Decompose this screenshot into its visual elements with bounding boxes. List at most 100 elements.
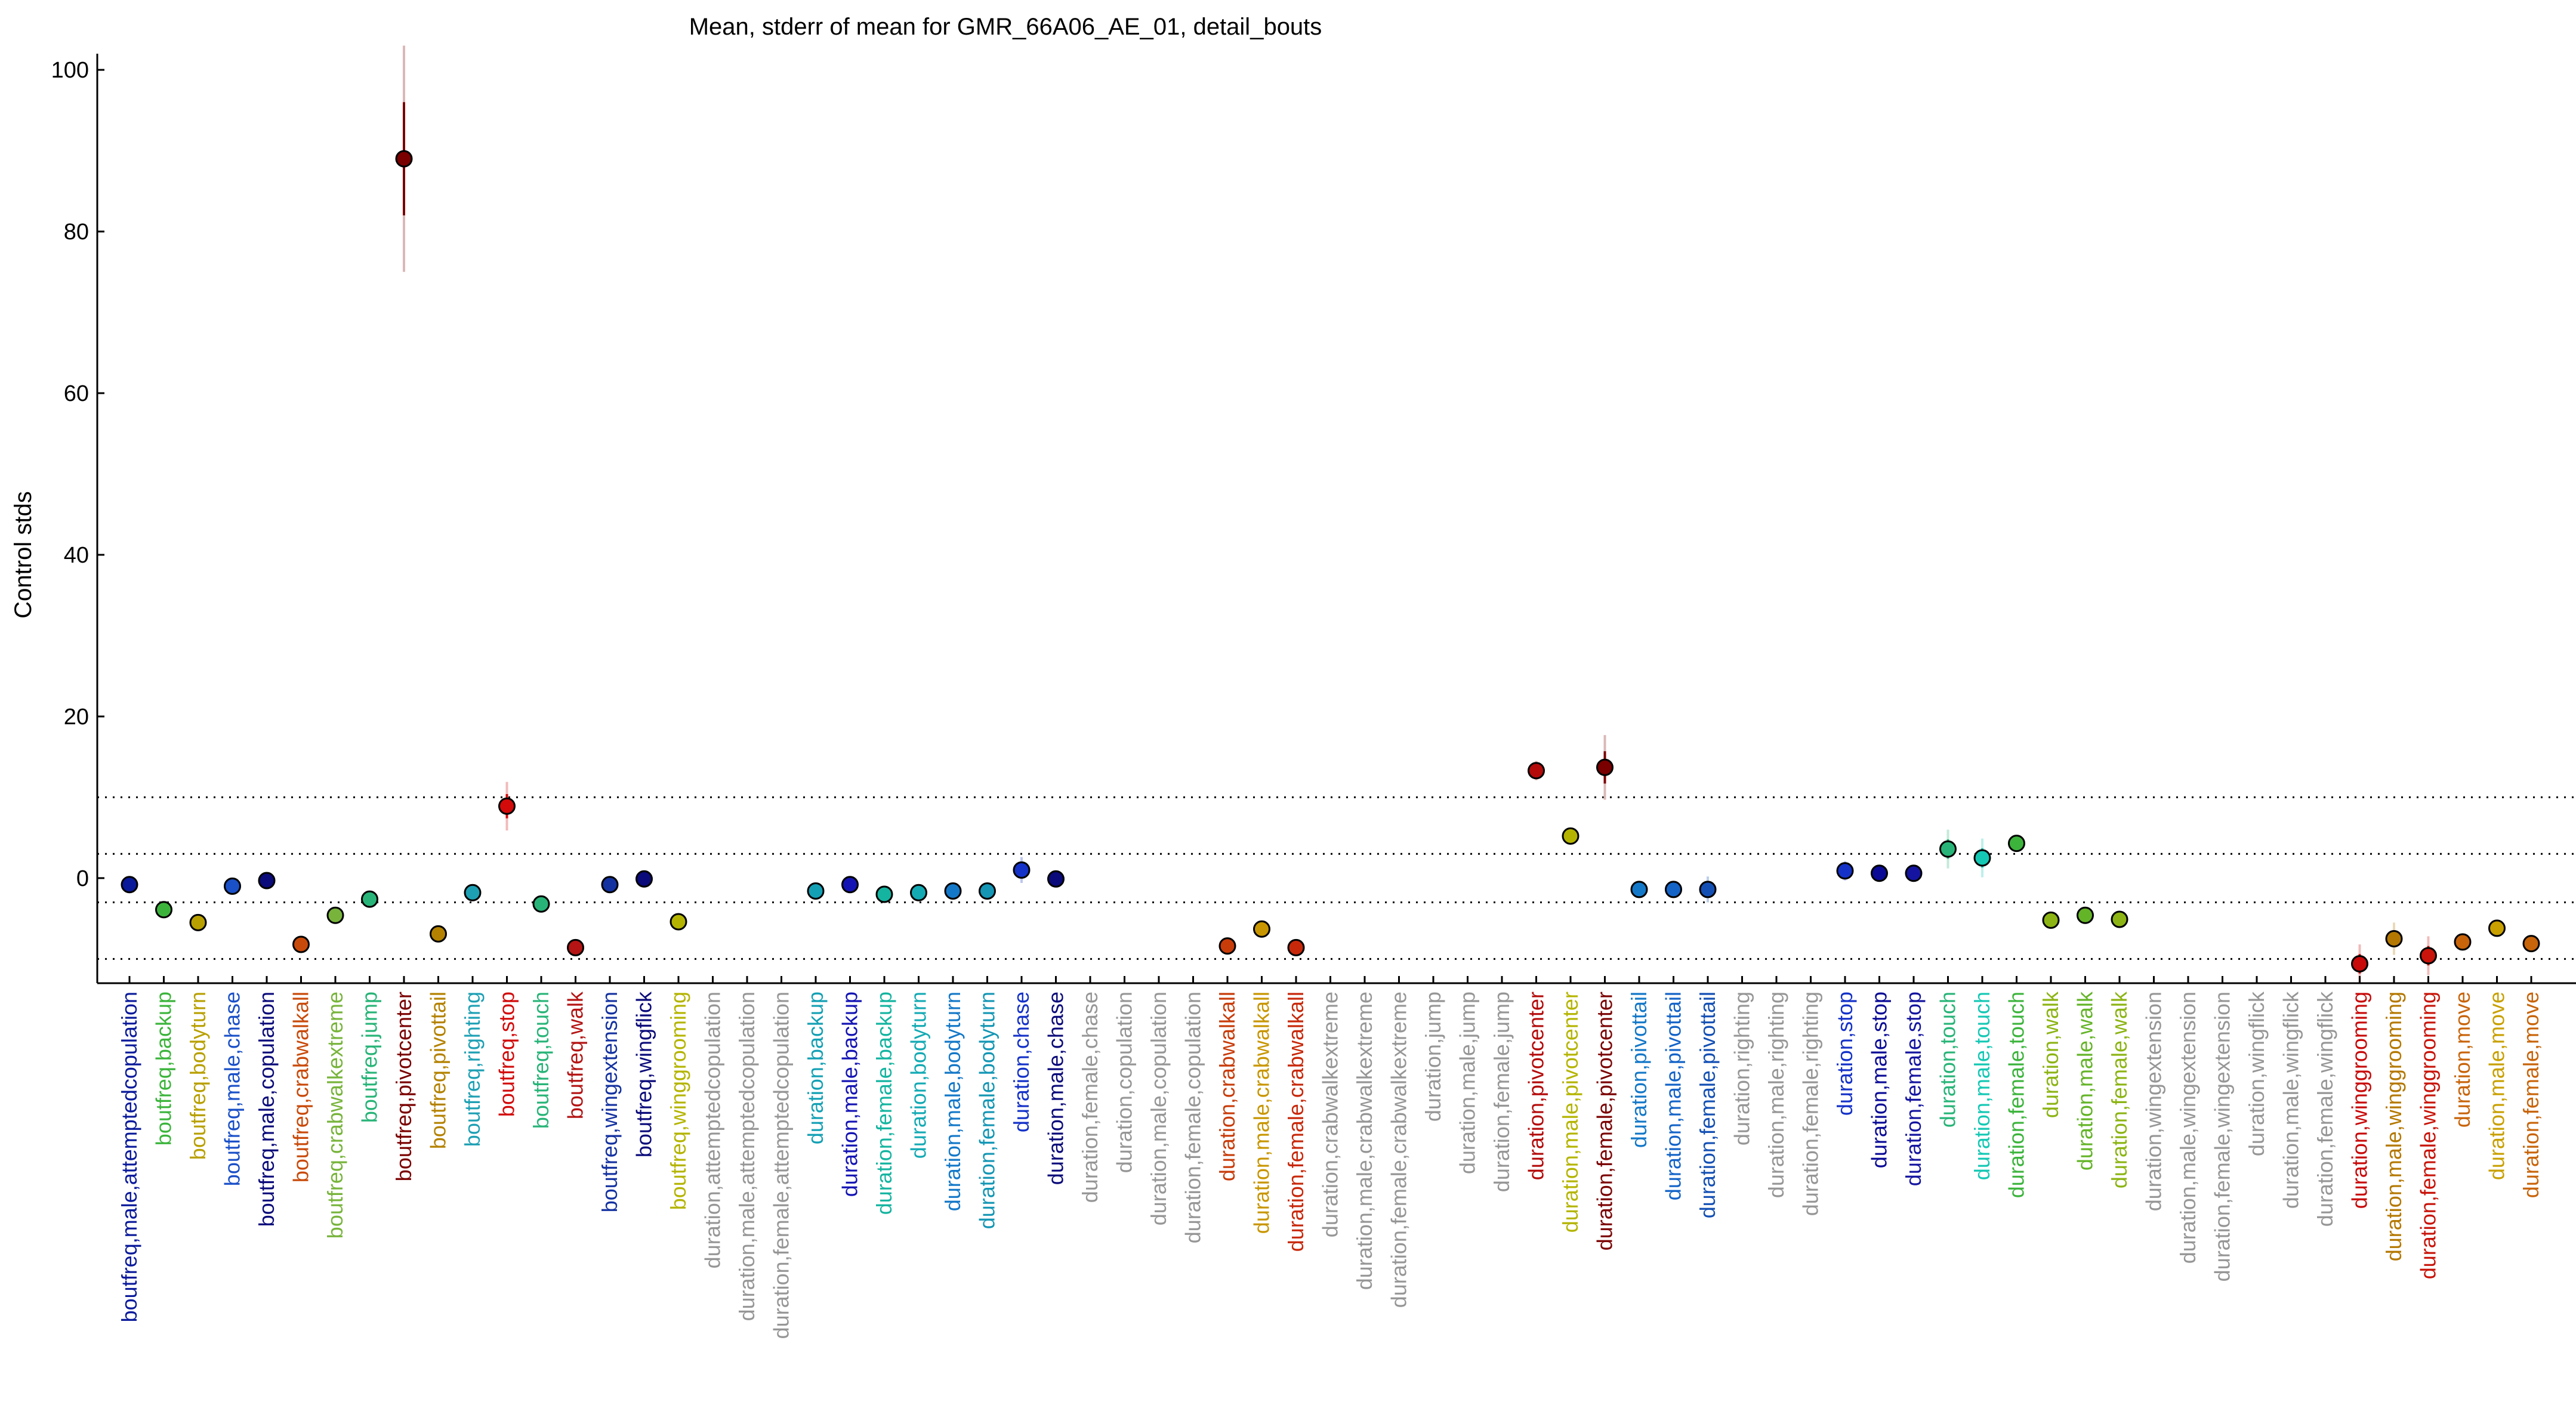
x-tick-label: duration,attemptedcopulation: [701, 992, 725, 1268]
x-tick-label: duration,wingflick: [2244, 991, 2269, 1156]
x-tick-label: duration,male,pivottail: [1661, 992, 1686, 1200]
x-tick-label: duration,female,righting: [1798, 992, 1823, 1216]
x-tick-label: duration,female,jump: [1489, 992, 1514, 1192]
x-tick-label: duration,male,bodyturn: [940, 992, 965, 1211]
x-tick-label: duration,female,pivotcenter: [1593, 992, 1617, 1250]
data-point: [2077, 906, 2094, 924]
x-tick-label: boutfreq,pivottail: [426, 992, 451, 1149]
data-point: [189, 913, 207, 931]
x-axis-ticks: boutfreq,male,attemptedcopulation boutfre…: [117, 976, 2543, 1339]
x-tick-label: boutfreq,wingflick: [632, 991, 656, 1157]
x-tick-label: duration,touch: [1936, 992, 1960, 1128]
data-point: [2420, 947, 2437, 965]
data-point: [1939, 840, 1957, 858]
x-tick-label: duration,jump: [1421, 992, 1445, 1122]
data-point: [979, 882, 996, 900]
data-point: [875, 885, 893, 903]
y-tick-label: 100: [51, 58, 89, 83]
y-tick-label: 80: [64, 220, 89, 245]
data-point: [1528, 762, 1545, 780]
x-tick-label: duration,female,winggrooming: [2416, 992, 2441, 1279]
data-point: [807, 882, 825, 900]
y-tick-label: 60: [64, 381, 89, 406]
data-point: [1013, 861, 1031, 879]
data-point: [635, 870, 653, 888]
x-tick-label: boutfreq,righting: [460, 992, 485, 1147]
x-tick-label: boutfreq,bodyturn: [186, 992, 210, 1160]
x-tick-label: duration,female,crabwalkall: [1284, 992, 1308, 1252]
x-tick-label: duration,male,walk: [2073, 991, 2097, 1171]
x-tick-label: duration,male,copulation: [1146, 992, 1171, 1225]
x-tick-label: duration,female,bodyturn: [975, 992, 999, 1229]
data-point: [2111, 910, 2128, 928]
reference-lines: [97, 796, 2576, 960]
x-tick-label: duration,female,copulation: [1181, 992, 1205, 1243]
data-point: [2522, 935, 2540, 953]
x-tick-label: boutfreq,crabwalkextreme: [323, 992, 347, 1239]
data-point: [2008, 835, 2025, 853]
data-point: [121, 876, 138, 894]
x-tick-label: duration,pivottail: [1627, 992, 1651, 1148]
y-tick-label: 20: [64, 705, 89, 730]
data-point: [1287, 938, 1305, 956]
x-tick-label: duration,move: [2450, 992, 2475, 1128]
data-point: [464, 884, 482, 901]
data-point: [498, 797, 516, 815]
x-tick-label: duration,crabwalkextreme: [1318, 992, 1343, 1237]
data-point: [601, 876, 619, 894]
data-point: [2042, 911, 2060, 929]
x-tick-label: duration,male,touch: [1970, 992, 1994, 1180]
y-axis-label: Control stds: [10, 491, 36, 618]
x-tick-label: boutfreq,wingextension: [597, 992, 622, 1212]
y-tick-label: 0: [76, 866, 89, 891]
x-tick-label: duration,female,chase: [1078, 992, 1102, 1203]
data-point: [1871, 864, 1888, 882]
data-point: [910, 884, 927, 901]
x-tick-label: boutfreq,winggrooming: [666, 992, 690, 1210]
data-point: [2351, 955, 2368, 972]
x-tick-label: duration,male,stop: [1867, 992, 1892, 1168]
x-tick-label: duration,male,chase: [1044, 992, 1068, 1185]
data-point: [1665, 881, 1682, 898]
data-point: [2454, 933, 2472, 951]
x-tick-label: duration,male,jump: [1455, 992, 1480, 1174]
x-tick-label: duration,male,crabwalkall: [1250, 992, 1274, 1234]
x-tick-label: boutfreq,male,copulation: [254, 992, 279, 1227]
chart-title: Mean, stderr of mean for GMR_66A06_AE_01…: [689, 14, 1322, 40]
x-tick-label: duration,female,stop: [1901, 992, 1926, 1186]
x-tick-label: duration,female,move: [2519, 992, 2543, 1198]
x-tick-label: duration,winggrooming: [2347, 992, 2372, 1209]
data-point: [1218, 937, 1236, 955]
x-tick-label: duration,female,crabwalkextreme: [1387, 992, 1411, 1308]
x-tick-label: duration,female,attemptedcopulation: [769, 992, 794, 1339]
data-point: [2488, 919, 2506, 937]
x-tick-label: boutfreq,walk: [563, 991, 588, 1119]
data-point: [224, 877, 241, 895]
x-tick-label: duration,female,touch: [2004, 992, 2029, 1198]
data-point: [1562, 827, 1579, 845]
x-tick-label: duration,walk: [2038, 991, 2063, 1118]
data-point: [326, 906, 344, 924]
x-tick-label: boutfreq,touch: [529, 992, 553, 1129]
x-tick-label: duration,male,pivotcenter: [1558, 992, 1582, 1233]
x-tick-label: duration,male,winggrooming: [2381, 992, 2406, 1261]
x-tick-label: duration,female,backup: [872, 992, 896, 1215]
x-tick-label: duration,male,righting: [1764, 992, 1788, 1198]
data-point: [670, 913, 687, 931]
data-point: [395, 150, 413, 168]
x-tick-label: boutfreq,male,attemptedcopulation: [117, 992, 141, 1322]
y-tick-label: 40: [64, 543, 89, 568]
x-tick-label: duration,male,wingextension: [2176, 992, 2200, 1264]
x-tick-label: duration,female,walk: [2107, 991, 2131, 1188]
data-point: [944, 882, 962, 900]
x-tick-label: duration,female,pivottail: [1695, 992, 1720, 1218]
x-tick-label: duration,male,backup: [838, 992, 862, 1197]
x-tick-label: duration,male,move: [2485, 992, 2509, 1180]
data-points: [121, 150, 2540, 972]
x-tick-label: duration,female,wingflick: [2313, 991, 2337, 1227]
data-point: [567, 938, 584, 956]
x-tick-label: boutfreq,crabwalkall: [289, 992, 313, 1182]
y-axis-ticks: 0 20 40 60 80 100: [51, 58, 104, 891]
data-point: [1973, 849, 1991, 867]
